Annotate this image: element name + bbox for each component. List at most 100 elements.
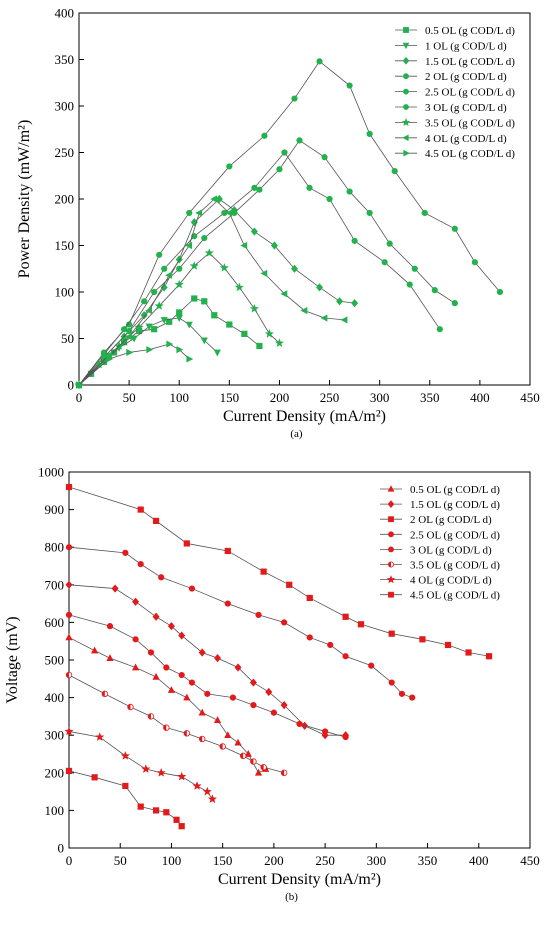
data-point <box>306 634 313 641</box>
data-point <box>176 346 184 354</box>
series-8 <box>74 195 348 389</box>
data-point <box>224 731 232 739</box>
data-point <box>281 149 288 156</box>
data-point <box>226 321 233 328</box>
data-point <box>122 782 129 790</box>
x-tick-label: 450 <box>520 853 540 868</box>
y-tick-label: 150 <box>55 238 75 253</box>
data-point <box>91 774 98 781</box>
data-point <box>91 646 99 654</box>
data-point <box>176 265 183 272</box>
panel-label: (b) <box>285 891 298 903</box>
data-point <box>306 184 313 191</box>
legend-marker <box>403 149 410 157</box>
data-point <box>471 259 478 266</box>
legend-label: 2.5 OL (g COD/L d) <box>425 87 515 99</box>
data-point <box>65 767 73 775</box>
data-point <box>183 730 191 737</box>
data-point <box>444 641 452 649</box>
data-point <box>185 241 193 250</box>
legend-label: 3.5 OL (g COD/L d) <box>425 117 515 129</box>
data-point <box>204 690 211 697</box>
series-4 <box>75 58 504 389</box>
series-line <box>68 731 213 800</box>
legend-marker <box>388 531 394 538</box>
y-tick-label: 500 <box>45 653 65 668</box>
data-point <box>260 269 268 277</box>
data-point <box>210 195 218 203</box>
series-3 <box>75 194 359 390</box>
series-4 <box>65 544 416 701</box>
data-point <box>260 568 267 575</box>
data-point <box>270 241 278 250</box>
x-tick-label: 50 <box>114 853 127 868</box>
data-point <box>250 758 257 765</box>
data-point <box>436 326 443 333</box>
y-tick-label: 200 <box>45 765 65 780</box>
data-point <box>388 679 395 686</box>
series-8 <box>65 767 185 830</box>
data-point <box>132 636 139 643</box>
data-point <box>342 613 349 620</box>
data-point <box>156 251 163 258</box>
y-axis-label: Power Density (mW/m²) <box>16 120 33 279</box>
series-line <box>68 637 266 774</box>
data-point <box>76 381 84 389</box>
data-point <box>286 581 293 588</box>
data-point <box>213 349 221 357</box>
data-point <box>366 209 373 217</box>
data-point <box>65 633 73 641</box>
legend-marker <box>387 500 395 508</box>
data-point <box>254 768 263 776</box>
data-point <box>167 622 175 631</box>
data-point <box>320 314 328 322</box>
plot-frame <box>78 12 531 386</box>
y-tick-label: 0 <box>58 841 65 856</box>
data-point <box>94 359 104 369</box>
data-point <box>219 743 226 750</box>
data-point <box>270 709 277 716</box>
data-point <box>65 483 73 491</box>
data-point <box>175 315 183 323</box>
data-point <box>234 663 242 672</box>
y-tick-label: 250 <box>55 145 75 160</box>
data-point <box>188 585 196 592</box>
data-point <box>431 287 438 294</box>
data-point <box>190 218 198 227</box>
data-point <box>198 708 206 716</box>
legend-marker <box>403 104 409 110</box>
data-point <box>174 279 184 289</box>
data-point <box>95 732 105 741</box>
data-point <box>152 807 160 814</box>
series-3 <box>65 483 493 660</box>
data-point <box>357 621 365 628</box>
data-point <box>156 768 166 777</box>
data-point <box>249 303 259 313</box>
data-point <box>186 355 194 363</box>
panel-label: (a) <box>290 428 303 440</box>
data-point <box>145 323 153 331</box>
data-point <box>65 544 73 551</box>
x-tick-label: 250 <box>320 390 340 405</box>
data-point <box>130 335 138 343</box>
data-point <box>167 686 176 693</box>
legend-label: 3.5 OL (g COD/L d) <box>410 560 500 572</box>
data-point <box>185 321 193 329</box>
series-line <box>68 614 346 738</box>
data-point <box>280 701 288 710</box>
data-point <box>388 630 395 637</box>
series-line <box>78 298 260 386</box>
legend-marker <box>403 73 409 80</box>
y-tick-label: 400 <box>45 690 65 705</box>
data-point <box>351 237 358 244</box>
data-point <box>191 295 198 302</box>
data-point <box>256 342 263 350</box>
data-point <box>260 763 267 771</box>
data-point <box>201 234 208 242</box>
data-point <box>250 702 257 709</box>
data-point <box>316 283 324 292</box>
y-tick-label: 100 <box>55 285 75 300</box>
series-line <box>68 486 490 657</box>
data-point <box>406 281 413 288</box>
y-tick-label: 800 <box>45 540 65 555</box>
